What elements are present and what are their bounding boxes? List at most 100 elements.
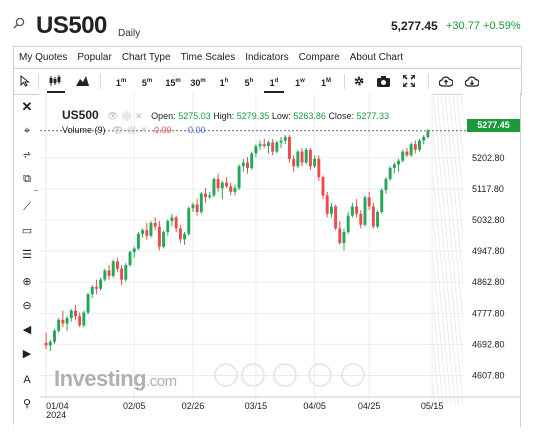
search-icon[interactable] bbox=[13, 17, 25, 29]
gear-icon[interactable] bbox=[351, 69, 367, 94]
candle-body bbox=[141, 230, 145, 234]
candle-body bbox=[283, 136, 287, 141]
candle-body bbox=[170, 217, 174, 222]
menu-indicators[interactable]: Indicators bbox=[245, 52, 289, 63]
marker-icon[interactable]: ⚲ bbox=[22, 398, 32, 410]
candle-body bbox=[426, 130, 430, 137]
candle-body bbox=[296, 151, 300, 167]
candle-body bbox=[48, 341, 52, 346]
nav-next-icon[interactable] bbox=[341, 363, 365, 387]
mountain-chart-icon[interactable] bbox=[74, 69, 90, 94]
close-value: 5277.33 bbox=[356, 111, 390, 121]
open-value: 5275.03 bbox=[178, 111, 211, 121]
zoom-in-icon[interactable]: ⊕ bbox=[22, 276, 32, 288]
menu-time-scales[interactable]: Time Scales bbox=[180, 52, 236, 63]
candle-body bbox=[418, 140, 421, 150]
rectangle-icon[interactable]: ▭ bbox=[21, 225, 33, 237]
candle-body bbox=[397, 160, 401, 165]
tf-1w[interactable]: 1w bbox=[295, 78, 305, 88]
cloud-download-icon[interactable] bbox=[464, 69, 480, 94]
tf-1m[interactable]: 1m bbox=[115, 78, 127, 88]
candle-body bbox=[57, 319, 61, 331]
cursor-icon[interactable] bbox=[18, 69, 32, 94]
candle-body bbox=[359, 213, 363, 225]
interval-label: Daily bbox=[118, 28, 141, 39]
trendline-icon[interactable]: ⟋ bbox=[23, 201, 31, 213]
menu-my-quotes[interactable]: My Quotes bbox=[19, 52, 68, 63]
horizontal-lines-icon[interactable]: ☰ bbox=[22, 249, 32, 261]
candle-body bbox=[329, 206, 333, 214]
candle-body bbox=[338, 228, 342, 244]
candle-body bbox=[371, 206, 375, 227]
volume-eye-icon[interactable]: 👁 ⚙ ✕ bbox=[112, 125, 148, 135]
tf-1M[interactable]: 1M bbox=[320, 78, 331, 88]
price-change: +30.77 +0.59% bbox=[446, 20, 521, 32]
fibonacci-icon[interactable]: ⩫ bbox=[22, 149, 32, 161]
chart-area[interactable]: 5202.80 5117.80 5032.80 4947.80 4862.80 4777.… bbox=[40, 92, 533, 427]
candle-body bbox=[321, 177, 325, 196]
tf-1d[interactable]: 1d bbox=[269, 78, 279, 88]
text-tool-icon[interactable]: A bbox=[23, 374, 31, 386]
candle-body bbox=[258, 144, 262, 147]
nav-reset-icon[interactable] bbox=[273, 363, 297, 387]
tf-1h[interactable]: 1h bbox=[219, 78, 229, 88]
quote-header: US500 Daily 5,277.45 +30.77 +0.59% bbox=[0, 0, 533, 42]
x-tick-label: 04/05 bbox=[303, 401, 326, 411]
tf-15m[interactable]: 15m bbox=[165, 78, 181, 88]
candle-body bbox=[103, 270, 107, 280]
menu-chart-type[interactable]: Chart Type bbox=[121, 52, 171, 63]
candle-body bbox=[342, 232, 346, 244]
candle-body bbox=[145, 230, 149, 236]
tf-5m[interactable]: 5m bbox=[141, 78, 153, 88]
arrow-right-icon[interactable]: ▶ bbox=[22, 348, 32, 360]
candle-body bbox=[401, 151, 405, 161]
axis-background bbox=[463, 93, 520, 427]
zoom-out-icon[interactable]: ⊖ bbox=[22, 300, 32, 312]
cloud-upload-icon[interactable] bbox=[438, 69, 454, 94]
fullscreen-icon[interactable] bbox=[401, 69, 417, 94]
camera-icon[interactable] bbox=[375, 69, 391, 94]
candle-body bbox=[94, 286, 98, 289]
candle-body bbox=[317, 158, 321, 178]
arrow-left-icon[interactable]: ◀ bbox=[22, 324, 32, 336]
future-hatch-line bbox=[432, 92, 464, 406]
candle-body bbox=[174, 217, 178, 229]
nav-zoom-out-icon[interactable] bbox=[241, 363, 265, 387]
copy-icon[interactable]: ⧉ bbox=[23, 173, 31, 185]
candle-body bbox=[388, 168, 392, 180]
menu-popular[interactable]: Popular bbox=[77, 52, 112, 63]
candle-body bbox=[384, 179, 388, 190]
candle-body bbox=[355, 206, 359, 214]
y-tick-label: 4692.80 bbox=[472, 339, 505, 349]
crosshair-icon[interactable]: ⌖ bbox=[23, 125, 31, 137]
candle-body bbox=[183, 233, 187, 240]
candlestick-icon[interactable] bbox=[47, 69, 65, 94]
menu-about-chart[interactable]: About Chart bbox=[349, 52, 404, 63]
candle-body bbox=[208, 195, 212, 198]
close-icon[interactable]: ✕ bbox=[21, 99, 33, 114]
candle-body bbox=[191, 204, 195, 209]
x-tick-label: 2024 bbox=[46, 410, 66, 420]
candle-body bbox=[99, 279, 103, 289]
candle-body bbox=[346, 215, 350, 233]
future-hatch-line bbox=[436, 92, 468, 406]
y-tick-label: 4777.80 bbox=[472, 308, 505, 318]
candle-body bbox=[111, 261, 115, 276]
candle-body bbox=[120, 268, 124, 280]
candle-body bbox=[73, 310, 77, 317]
x-tick-label: 02/26 bbox=[182, 401, 205, 411]
candle-body bbox=[325, 195, 329, 214]
tf-30m[interactable]: 30m bbox=[190, 78, 206, 88]
eye-icon[interactable]: 👁 ⚙ ✕ bbox=[107, 111, 143, 121]
tf-5h[interactable]: 5h bbox=[244, 78, 254, 88]
candle-body bbox=[212, 179, 216, 196]
candle-body bbox=[304, 149, 308, 163]
candle-body bbox=[69, 310, 73, 319]
nav-prev-icon[interactable] bbox=[214, 363, 238, 387]
price-chart[interactable]: 5202.80 5117.80 5032.80 4947.80 4862.80 4777.… bbox=[40, 92, 533, 427]
nav-zoom-in-icon[interactable] bbox=[308, 363, 332, 387]
candle-body bbox=[166, 221, 170, 233]
y-tick-label: 4862.80 bbox=[472, 277, 505, 287]
y-tick-label: 4607.80 bbox=[472, 371, 505, 381]
menu-compare[interactable]: Compare bbox=[298, 52, 340, 63]
